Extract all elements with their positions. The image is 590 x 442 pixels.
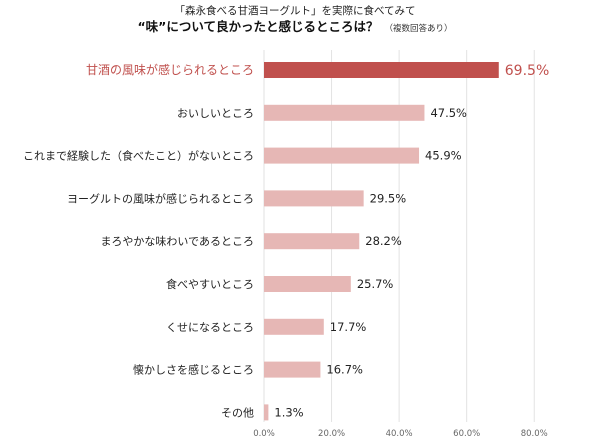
chart-title-note: （複数回答あり）	[384, 24, 453, 34]
bar	[264, 276, 351, 292]
bar	[264, 361, 321, 378]
bar	[264, 104, 425, 121]
category-label: ヨーグルトの風味が感じられるところ	[67, 191, 254, 205]
x-tick-label: 60.0%	[453, 429, 480, 439]
bar	[264, 233, 360, 250]
category-label: これまで経験した（食べたこと）がないところ	[23, 149, 254, 163]
category-label: くせになるところ	[166, 321, 254, 334]
bar	[264, 318, 324, 335]
x-tick-label: 0.0%	[253, 429, 275, 439]
bar	[264, 147, 420, 164]
chart-title-line2: “味”について良かったと感じるところは？ （複数回答あり）	[0, 18, 590, 38]
bar	[264, 190, 364, 207]
value-label: 28.2%	[365, 234, 402, 248]
category-label: その他	[221, 406, 254, 419]
chart-title-main: “味”について良かったと感じるところは？	[137, 19, 379, 34]
category-label: 甘酒の風味が感じられるところ	[86, 62, 254, 77]
chart-title-line1: 「森永食べる甘酒ヨーグルト」を実際に食べてみて	[174, 5, 416, 17]
value-label: 45.9%	[425, 149, 462, 163]
x-tick-label: 20.0%	[318, 429, 345, 439]
value-label: 16.7%	[326, 363, 363, 377]
bar	[264, 62, 499, 78]
category-label: まろやかな味わいであるところ	[100, 235, 254, 248]
value-label: 47.5%	[430, 106, 467, 120]
category-label: 懐かしさを感じるところ	[133, 363, 254, 377]
x-tick-label: 40.0%	[386, 429, 413, 439]
category-label: おいしいところ	[177, 107, 254, 120]
chart-title: 「森永食べる甘酒ヨーグルト」を実際に食べてみて “味”について良かったと感じると…	[0, 4, 590, 38]
value-label: 29.5%	[370, 191, 407, 205]
bar	[264, 404, 269, 421]
value-label: 25.7%	[357, 277, 394, 291]
category-label: 食べやすいところ	[166, 277, 254, 291]
value-label: 69.5%	[505, 63, 549, 79]
value-label: 1.3%	[274, 405, 303, 419]
value-label: 17.7%	[330, 320, 367, 334]
x-tick-label: 80.0%	[521, 429, 548, 439]
